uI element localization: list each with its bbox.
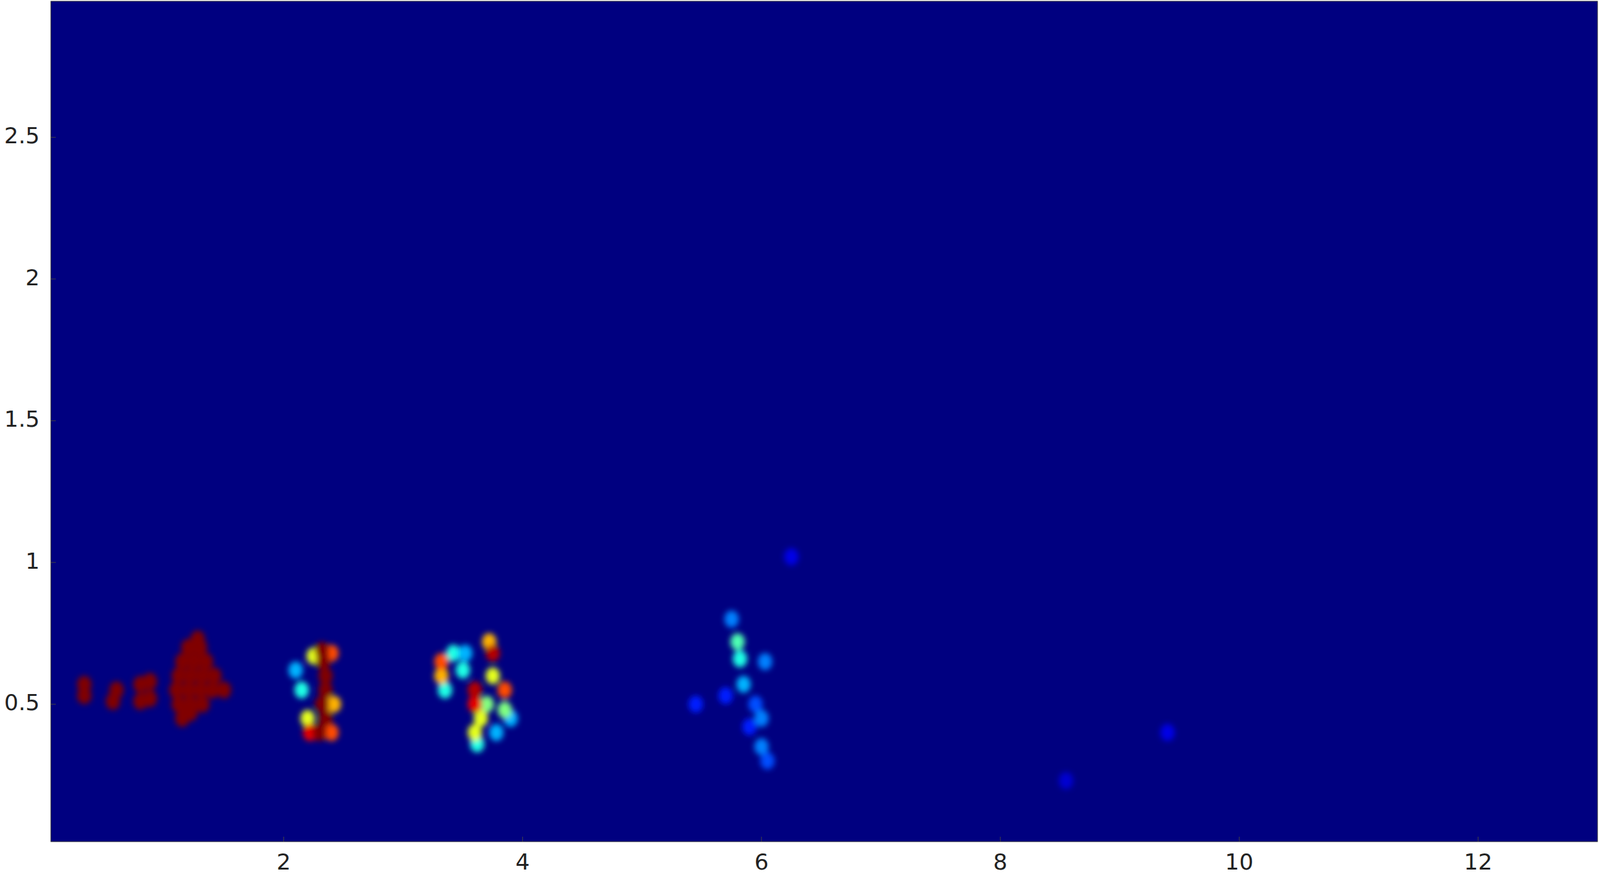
heat-cell <box>742 718 757 735</box>
heat-cell <box>207 667 222 685</box>
x-tick-label: 4 <box>515 848 530 875</box>
heat-cell <box>497 701 512 719</box>
heat-cell <box>733 650 748 668</box>
heat-cell <box>217 681 232 699</box>
heat-cell <box>760 752 775 769</box>
heat-cell <box>142 672 157 690</box>
heat-cell <box>315 641 330 659</box>
y-tick <box>50 561 56 563</box>
y-tick <box>50 137 56 138</box>
x-tick <box>283 836 285 842</box>
heat-cell <box>195 695 210 713</box>
y-tick-label: 0.5 <box>4 689 40 716</box>
heat-cell <box>688 695 703 713</box>
y-tick-label: 2.5 <box>4 122 40 149</box>
heat-cell <box>724 610 739 628</box>
heat-cell <box>142 690 157 707</box>
heat-cell <box>485 644 500 662</box>
heat-cell <box>1058 772 1073 789</box>
chart-root: 2 4 6 8 10 12 0.5 1 1.5 2 2.5 <box>0 0 1600 877</box>
cells <box>76 548 1175 789</box>
heat-cell <box>489 723 504 741</box>
heat-cell <box>757 653 773 670</box>
x-tick-label: 6 <box>754 848 769 875</box>
y-tick-label: 1.5 <box>4 406 40 432</box>
heat-cell <box>1160 723 1175 741</box>
heat-cell <box>467 723 482 741</box>
heat-cell <box>783 548 799 565</box>
heat-cell <box>300 709 316 727</box>
x-tick <box>1000 836 1001 842</box>
x-tick-label: 8 <box>993 848 1008 875</box>
y-tick <box>50 703 56 705</box>
heat-cell <box>467 681 482 699</box>
heat-cell <box>109 681 124 699</box>
x-tick-label: 2 <box>276 848 291 875</box>
x-tick-label: 10 <box>1224 848 1254 875</box>
heat-cell <box>455 661 471 679</box>
plot-background <box>50 1 1598 842</box>
heat-cell <box>76 675 92 693</box>
heat-cell <box>288 661 303 679</box>
heat-cell <box>730 633 745 650</box>
chart-svg: 2 4 6 8 10 12 0.5 1 1.5 2 2.5 <box>0 0 1600 877</box>
heat-cell <box>754 709 769 727</box>
heat-cell <box>294 681 309 699</box>
heat-cell <box>190 630 205 648</box>
heat-cell <box>736 675 751 693</box>
x-tick-label: 12 <box>1464 848 1493 875</box>
y-tick-label: 1 <box>25 548 40 574</box>
x-tick <box>760 836 762 842</box>
heat-cell <box>485 667 500 685</box>
y-tick <box>50 420 56 422</box>
heat-cell <box>434 653 449 670</box>
y-tick <box>50 278 56 280</box>
y-tick-label: 2 <box>25 264 40 291</box>
x-tick <box>522 836 523 842</box>
heat-cell <box>718 687 734 704</box>
heat-cell <box>497 681 512 699</box>
heat-cell <box>458 644 473 662</box>
plot-frame <box>50 1 1598 842</box>
plot-area <box>76 548 1175 789</box>
x-tick <box>1477 836 1479 842</box>
x-tick <box>1239 836 1240 842</box>
heat-cell <box>318 667 333 685</box>
